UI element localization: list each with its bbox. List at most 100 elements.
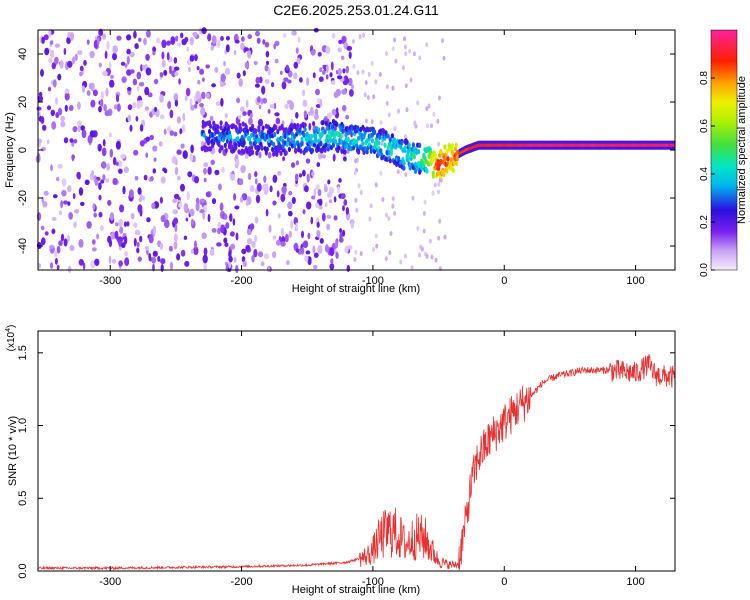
spectrogram-signal-cell <box>651 143 654 147</box>
spectrogram-noise-cell <box>60 200 63 209</box>
spectrogram-signal-cell <box>407 142 411 148</box>
spectrogram-noise-cell <box>317 189 322 197</box>
spectrogram-noise-cell <box>166 40 171 46</box>
spectrogram-noise-cell <box>333 196 337 203</box>
spectrogram-noise-cell <box>422 210 426 216</box>
spectrogram-noise-cell <box>375 243 379 249</box>
spectrogram-noise-cell <box>124 257 130 266</box>
spectrogram-noise-cell <box>236 97 241 104</box>
spectrogram-noise-cell <box>163 69 168 76</box>
spectrogram-noise-cell <box>285 64 289 71</box>
spectrogram-signal-cell <box>624 143 626 147</box>
spectrogram-noise-cell <box>153 78 159 85</box>
spectrogram-noise-cell <box>254 171 258 178</box>
spectrogram-signal-cell <box>666 143 668 147</box>
spectrogram-noise-cell <box>149 134 154 141</box>
spectrogram-noise-cell <box>372 94 376 100</box>
spectrogram-signal-cell <box>297 145 301 151</box>
spectrogram-signal-cell <box>417 149 421 155</box>
spectrogram-noise-cell <box>128 189 134 198</box>
spectrogram-signal-cell <box>654 143 656 147</box>
colorbar-ticks: 0.0 0.2 0.4 0.6 0.8 <box>699 71 715 277</box>
spectrogram-noise-cell <box>264 79 270 84</box>
spectrogram-signal-cell <box>309 133 314 140</box>
spectrogram-signal-cell <box>506 143 509 147</box>
spectrogram-noise-cell <box>271 251 277 259</box>
colorbar-tick-label: 0.2 <box>699 215 710 229</box>
spectrogram-noise-cell <box>264 64 269 72</box>
spectrogram-noise-cell <box>177 175 181 181</box>
spectrogram-noise-cell <box>385 100 389 106</box>
spectrogram-noise-cell <box>224 67 231 76</box>
spectrogram-signal-cell <box>536 143 538 147</box>
spectrogram-noise-cell <box>247 34 252 40</box>
spectrogram-noise-cell <box>109 212 115 221</box>
spectrogram-noise-cell <box>173 217 179 225</box>
spectrogram-noise-cell <box>312 264 318 270</box>
snr-series-line <box>38 354 675 571</box>
spectrogram-noise-cell <box>207 166 212 175</box>
spectrogram-noise-cell <box>330 80 336 85</box>
spectrogram-noise-cell <box>273 43 277 50</box>
spectrogram-signal-cell <box>589 143 592 147</box>
spectrogram-noise-cell <box>322 64 326 70</box>
spectrogram-noise-cell <box>49 244 55 249</box>
spectrogram-signal-cell <box>343 149 347 155</box>
spectrogram-noise-cell <box>174 166 179 176</box>
spectrogram-noise-cell <box>137 204 143 213</box>
spectrogram-noise-cell <box>437 141 441 147</box>
spectrogram-noise-cell <box>67 185 72 193</box>
spectrogram-signal-cell <box>559 143 561 147</box>
spectrogram-noise-cell <box>112 157 117 166</box>
spectrogram-signal-cell <box>242 140 246 146</box>
spectrogram-noise-cell <box>341 36 345 45</box>
spectrogram-signal-cell <box>241 121 245 127</box>
spectrogram-noise-cell <box>99 225 104 231</box>
spectrogram-signal-cell <box>238 122 242 129</box>
spectrogram-noise-cell <box>197 79 201 85</box>
spectrogram-noise-cell <box>243 47 249 52</box>
spectrogram-noise-cell <box>207 213 211 223</box>
spectrogram-noise-cell <box>57 163 63 169</box>
spectrogram-signal-cell <box>319 140 323 147</box>
spectrogram-noise-cell <box>228 261 232 269</box>
spectrogram-y-tick-label: 40 <box>17 48 29 60</box>
spectrogram-noise-cell <box>283 77 289 82</box>
spectrogram-signal-cell <box>507 143 510 147</box>
spectrogram-noise-cell <box>60 120 66 128</box>
spectrogram-noise-cell <box>256 37 261 44</box>
spectrogram-noise-cell <box>281 81 287 90</box>
spectrogram-noise-cell <box>36 106 42 111</box>
spectrogram-signal-cell <box>284 150 288 156</box>
spectrogram-signal-cell <box>464 148 467 152</box>
spectrogram-signal-cell <box>384 130 388 136</box>
spectrogram-noise-cell <box>251 241 256 248</box>
spectrogram-noise-cell <box>416 100 420 106</box>
spectrogram-noise-cell <box>90 99 96 108</box>
spectrogram-signal-cell <box>351 145 356 151</box>
spectrogram-signal-cell <box>650 143 653 147</box>
spectrogram-signal-cell <box>619 143 621 147</box>
spectrogram-noise-cell <box>54 251 58 258</box>
spectrogram-signal-cell <box>552 143 554 147</box>
spectrogram-noise-cell <box>363 92 367 98</box>
spectrogram-noise-cell <box>403 36 406 42</box>
spectrogram-noise-cell <box>246 238 253 245</box>
spectrogram-signal-cell <box>498 143 500 147</box>
spectrogram-noise-cell <box>159 114 165 120</box>
spectrogram-noise-cell <box>61 178 67 187</box>
spectrogram-noise-cell <box>412 51 416 57</box>
spectrogram-noise-cell <box>245 99 249 108</box>
spectrogram-noise-cell <box>203 167 207 175</box>
spectrogram-noise-cell <box>304 255 309 262</box>
spectrogram-signal-cell <box>555 143 557 147</box>
spectrogram-noise-cell <box>354 158 358 164</box>
spectrogram-noise-cell <box>159 196 163 204</box>
spectrogram-signal-cell <box>248 140 253 146</box>
spectrogram-noise-cell <box>352 63 356 69</box>
spectrogram-signal-cell <box>607 143 610 147</box>
snr-x-tick-label: -200 <box>231 576 253 588</box>
spectrogram-noise-cell <box>308 257 312 263</box>
spectrogram-noise-cell <box>220 36 224 41</box>
spectrogram-signal-cell <box>400 140 404 146</box>
